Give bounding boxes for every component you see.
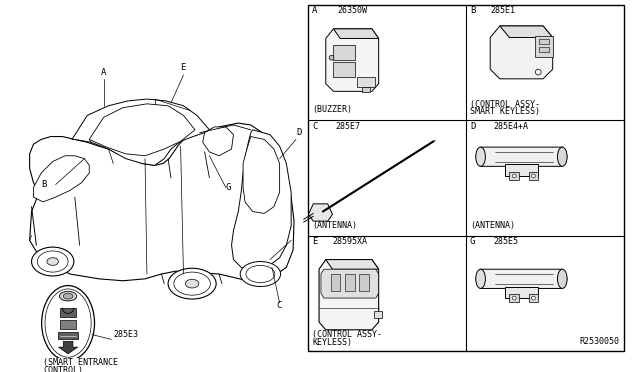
Text: 28595XA: 28595XA <box>333 237 367 246</box>
Bar <box>58 332 77 339</box>
Ellipse shape <box>557 269 567 288</box>
Ellipse shape <box>174 272 211 295</box>
Polygon shape <box>321 269 379 298</box>
Polygon shape <box>243 137 280 214</box>
Ellipse shape <box>60 291 77 301</box>
Bar <box>529 294 538 302</box>
Ellipse shape <box>329 55 334 60</box>
Polygon shape <box>33 156 89 202</box>
Polygon shape <box>203 127 234 156</box>
Bar <box>540 39 549 44</box>
Text: A: A <box>312 6 317 16</box>
Text: KEYLESS): KEYLESS) <box>312 338 352 347</box>
Polygon shape <box>476 269 567 288</box>
Bar <box>345 274 355 291</box>
Ellipse shape <box>476 147 485 166</box>
Bar <box>536 36 553 57</box>
Text: R2530050: R2530050 <box>579 337 619 346</box>
Polygon shape <box>476 147 567 166</box>
Text: E: E <box>180 63 186 72</box>
Ellipse shape <box>168 268 216 299</box>
Text: A: A <box>100 68 106 77</box>
Bar <box>509 172 519 180</box>
Ellipse shape <box>557 147 567 166</box>
Text: G: G <box>226 183 231 192</box>
Polygon shape <box>326 260 379 269</box>
Bar <box>308 5 624 351</box>
Ellipse shape <box>37 251 68 272</box>
Ellipse shape <box>240 262 280 286</box>
Text: 285E5: 285E5 <box>493 237 518 246</box>
Text: (ANTENNA): (ANTENNA) <box>470 221 515 230</box>
Ellipse shape <box>63 293 73 299</box>
Text: G: G <box>470 237 476 246</box>
Text: SMART KEYLESS): SMART KEYLESS) <box>470 108 540 116</box>
Text: 285E1: 285E1 <box>490 6 515 16</box>
Polygon shape <box>319 260 379 330</box>
Ellipse shape <box>42 286 95 360</box>
Bar <box>540 47 549 52</box>
Text: E: E <box>312 237 317 246</box>
Ellipse shape <box>532 296 536 300</box>
Text: C: C <box>276 301 282 310</box>
Ellipse shape <box>186 279 199 288</box>
Bar <box>529 172 538 180</box>
Bar <box>331 274 340 291</box>
Ellipse shape <box>31 247 74 276</box>
Bar <box>333 45 355 60</box>
Ellipse shape <box>246 265 275 283</box>
Polygon shape <box>500 26 553 38</box>
Text: (ANTENNA): (ANTENNA) <box>312 221 357 230</box>
Polygon shape <box>29 123 294 281</box>
Text: (CONTROL ASSY-: (CONTROL ASSY- <box>470 100 540 109</box>
Text: (BUZZER): (BUZZER) <box>312 106 352 115</box>
Polygon shape <box>490 26 553 79</box>
Text: CONTROL): CONTROL) <box>43 366 83 372</box>
Bar <box>333 62 355 77</box>
Polygon shape <box>58 341 77 354</box>
Polygon shape <box>72 99 209 166</box>
Polygon shape <box>89 104 195 156</box>
Ellipse shape <box>47 258 58 265</box>
Bar <box>358 77 375 87</box>
Text: (CONTROL ASSY-: (CONTROL ASSY- <box>312 330 382 340</box>
Bar <box>504 286 538 298</box>
Ellipse shape <box>476 269 485 288</box>
Text: (SMART ENTRANCE: (SMART ENTRANCE <box>43 358 118 368</box>
Bar <box>509 294 519 302</box>
Text: 26350W: 26350W <box>337 6 367 16</box>
Polygon shape <box>308 204 333 221</box>
Bar <box>374 311 381 318</box>
Bar <box>362 87 370 92</box>
Text: 285E3: 285E3 <box>113 330 138 340</box>
Text: D: D <box>296 128 301 137</box>
Ellipse shape <box>45 289 91 357</box>
Ellipse shape <box>512 296 516 300</box>
Ellipse shape <box>512 174 516 178</box>
Polygon shape <box>232 130 291 271</box>
Bar <box>504 164 538 176</box>
Text: C: C <box>312 122 317 131</box>
Text: D: D <box>470 122 476 131</box>
Bar <box>60 320 76 329</box>
Text: B: B <box>470 6 476 16</box>
Polygon shape <box>333 29 379 38</box>
Text: B: B <box>41 180 47 189</box>
Text: 285E7: 285E7 <box>335 122 360 131</box>
Ellipse shape <box>532 174 536 178</box>
Bar <box>360 274 369 291</box>
Polygon shape <box>326 29 379 92</box>
Text: 285E4+A: 285E4+A <box>493 122 528 131</box>
Polygon shape <box>60 308 76 317</box>
